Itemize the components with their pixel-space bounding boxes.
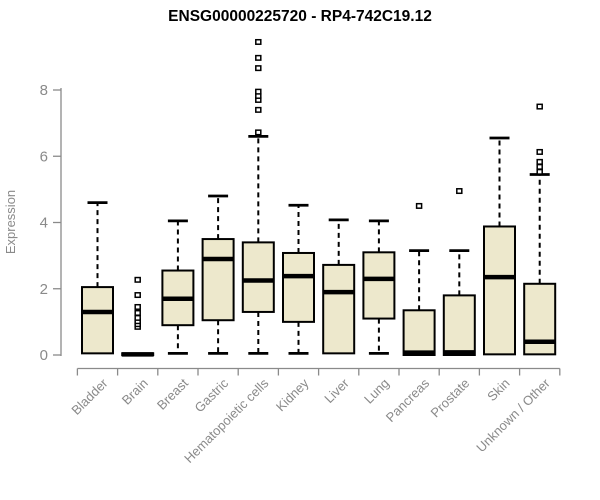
category-label-gastric: Gastric <box>192 375 232 415</box>
outlier-point <box>536 148 543 155</box>
outlier-point <box>415 202 423 209</box>
boxplot-liver <box>322 218 356 355</box>
outlier-point <box>255 65 262 72</box>
outlier-point <box>255 129 262 136</box>
outlier-point <box>536 158 543 165</box>
boxplot-lung <box>362 219 396 355</box>
category-label-skin: Skin <box>484 376 512 404</box>
category-label-pancreas: Pancreas <box>383 375 433 425</box>
category-label-brain: Brain <box>119 376 151 408</box>
outlier-point <box>134 276 141 283</box>
box-groups <box>81 38 557 357</box>
y-tick-label: 0 <box>40 347 48 364</box>
box-rect <box>282 251 315 323</box>
box-rect <box>362 251 396 320</box>
box-rect <box>81 286 114 355</box>
boxplot-unknown-other <box>523 103 557 356</box>
boxplot-breast <box>161 219 195 355</box>
y-axis-label: Expression <box>3 190 18 254</box>
outlier-point <box>255 88 262 95</box>
outlier-point <box>255 54 262 61</box>
outlier-point <box>456 188 463 195</box>
category-label-lung: Lung <box>361 376 392 407</box>
boxplot-gastric <box>201 194 235 355</box>
box-rect <box>402 309 436 356</box>
box-rect <box>322 263 356 355</box>
outlier-point <box>255 38 262 45</box>
outlier-point <box>536 103 543 110</box>
boxplot-bladder <box>81 201 114 355</box>
boxplot-skin <box>483 136 516 356</box>
boxplot-brain <box>121 276 155 357</box>
box-rect <box>201 238 235 322</box>
category-label-kidney: Kidney <box>273 375 312 414</box>
category-label-bladder: Bladder <box>68 375 111 418</box>
category-label-prostate: Prostate <box>428 376 473 421</box>
outlier-point <box>134 309 141 316</box>
y-tick-label: 4 <box>40 215 48 232</box>
outlier-point <box>255 106 262 113</box>
box-rect <box>241 241 275 313</box>
outlier-point <box>536 168 543 175</box>
boxplot-prostate <box>442 188 476 356</box>
category-label-liver: Liver <box>321 375 352 406</box>
boxplot-kidney <box>282 203 315 355</box>
boxplot-pancreas <box>402 202 436 356</box>
outlier-point <box>536 163 543 170</box>
y-tick-label: 2 <box>40 281 48 298</box>
chart-title: ENSG00000225720 - RP4-742C19.12 <box>168 8 432 25</box>
y-tick-label: 8 <box>40 82 48 99</box>
box-rect <box>442 294 476 356</box>
outlier-point <box>134 303 141 310</box>
category-label-breast: Breast <box>154 375 191 412</box>
box-rect <box>483 225 516 356</box>
y-tick-label: 6 <box>40 148 48 165</box>
boxplot-hematopoietic-cells <box>241 38 275 355</box>
category-label-unknown-other: Unknown / Other <box>473 375 553 455</box>
outlier-point <box>134 292 141 299</box>
outlier-point <box>134 314 141 321</box>
